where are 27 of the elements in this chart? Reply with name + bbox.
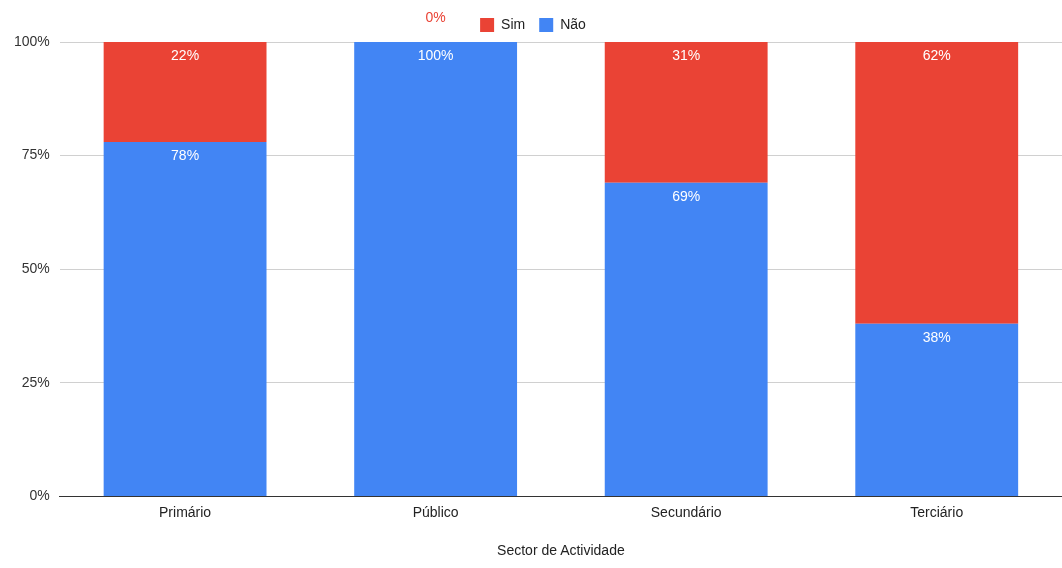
bar [103, 141, 267, 496]
bar [604, 42, 768, 183]
data-label: 22% [171, 46, 200, 63]
legend-label: Sim [501, 15, 526, 32]
legend-label: Não [560, 15, 587, 32]
data-label: 100% [417, 46, 454, 63]
x-tick-label: Público [412, 503, 459, 520]
bar [103, 42, 267, 142]
bar [354, 42, 518, 496]
data-label: 62% [922, 46, 951, 63]
x-tick-label: Primário [159, 503, 212, 520]
data-label: 69% [672, 187, 701, 204]
y-tick-label: 50% [21, 260, 50, 277]
y-tick-label: 100% [13, 32, 50, 49]
y-tick-label: 25% [21, 373, 50, 390]
y-tick-label: 75% [21, 146, 50, 163]
bar [855, 323, 1019, 496]
data-label: 78% [171, 146, 200, 163]
data-label: 31% [672, 46, 701, 63]
bar [604, 182, 768, 496]
x-tick-label: Secundário [650, 503, 722, 520]
data-label: 0% [425, 8, 446, 25]
x-tick-label: Terciário [910, 503, 964, 520]
y-tick-label: 0% [29, 487, 50, 504]
x-axis-title: Sector de Actividade [497, 542, 625, 559]
bar [855, 42, 1019, 324]
data-label: 38% [922, 328, 951, 345]
